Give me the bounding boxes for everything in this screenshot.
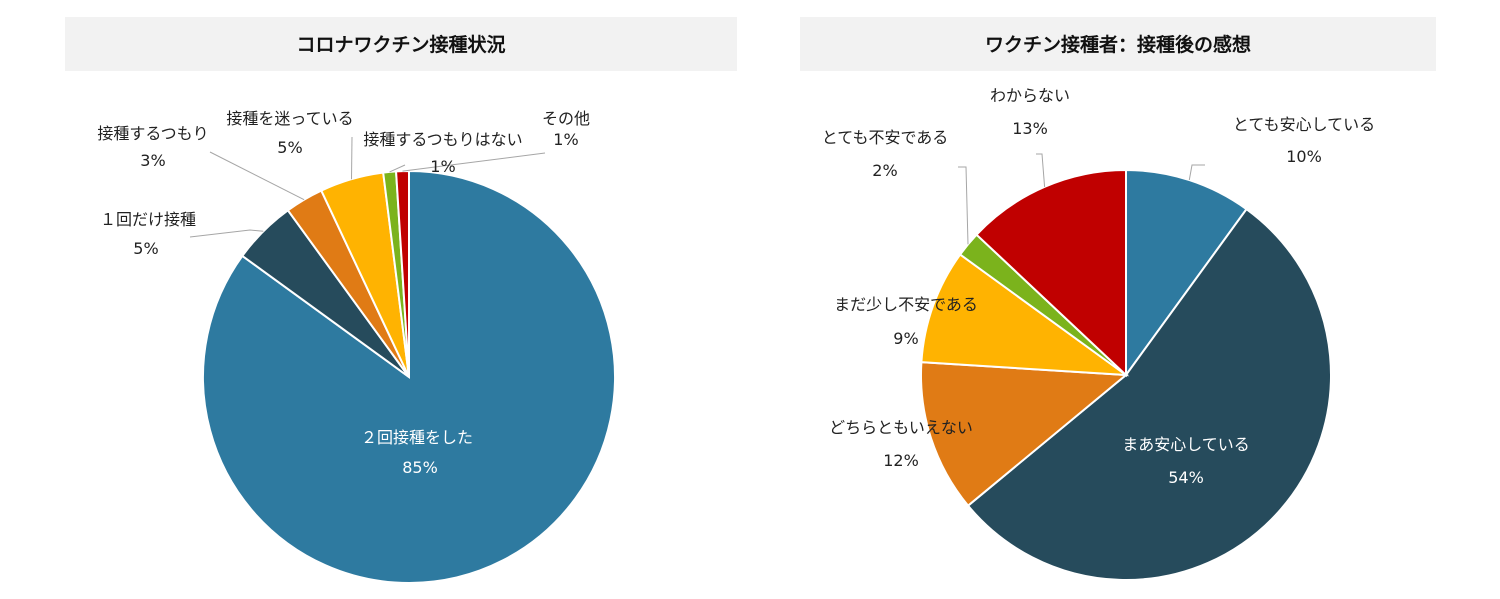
slice-label: その他 <box>542 109 590 128</box>
slice-value-label: 3% <box>140 151 165 170</box>
slice-label: まだ少し不安である <box>834 295 978 314</box>
pie-slice <box>1125 168 1248 379</box>
slice-label: わからない <box>990 86 1070 105</box>
slice-value-label: 13% <box>1012 119 1048 138</box>
slice-value-label: 10% <box>1286 147 1322 166</box>
leader-line <box>1188 164 1205 181</box>
slice-value-label: 9% <box>893 329 918 348</box>
pie-slices <box>919 168 1332 581</box>
pie-slice <box>975 168 1127 378</box>
slice-label: どちらともいえない <box>829 418 973 437</box>
chart-title-band <box>65 17 737 71</box>
slice-value-label: 12% <box>883 451 919 470</box>
slice-value-label: 2% <box>872 161 897 180</box>
pie-slices <box>202 169 616 584</box>
leader-line <box>389 164 406 173</box>
slice-value-label: 54% <box>1168 468 1204 487</box>
chart-title: コロナワクチン接種状況 <box>296 33 505 56</box>
pie-slice <box>920 253 1130 377</box>
slice-value-label: 1% <box>553 130 578 149</box>
slice-label: とても不安である <box>822 128 949 147</box>
chart-vaccination-status: コロナワクチン接種状況 ２回接種をした 85% １回だけ接種 5% 接種するつも… <box>65 17 737 584</box>
slice-value-label: 85% <box>402 458 438 477</box>
chart-post-vaccination-feelings: ワクチン接種者：接種後の感想 とても安心している 10% まあ安心している 54… <box>800 17 1436 581</box>
slice-label: 接種を迷っている <box>226 109 353 128</box>
slice-label: とても安心している <box>1233 115 1375 134</box>
chart-title-band <box>800 17 1436 71</box>
leader-lines <box>958 153 1205 245</box>
slice-value-label: 1% <box>430 157 455 176</box>
slice-label: １回だけ接種 <box>100 210 196 229</box>
leader-line <box>189 229 264 238</box>
leader-line <box>351 136 353 180</box>
slice-label: ２回接種をした <box>361 428 473 447</box>
leader-line <box>958 166 969 245</box>
slice-label: まあ安心している <box>1122 435 1250 454</box>
pie-slice <box>919 361 1129 508</box>
chart-title: ワクチン接種者：接種後の感想 <box>985 33 1251 56</box>
pie-slice <box>966 207 1332 581</box>
leader-line <box>1036 153 1046 187</box>
slice-value-label: 5% <box>133 239 158 258</box>
slice-value-label: 5% <box>277 138 302 157</box>
leader-line <box>402 152 546 172</box>
slice-label: 接種するつもり <box>97 124 208 143</box>
slice-label: 接種するつもりはない <box>363 130 522 149</box>
leader-lines <box>189 136 546 238</box>
leader-line <box>209 151 305 201</box>
